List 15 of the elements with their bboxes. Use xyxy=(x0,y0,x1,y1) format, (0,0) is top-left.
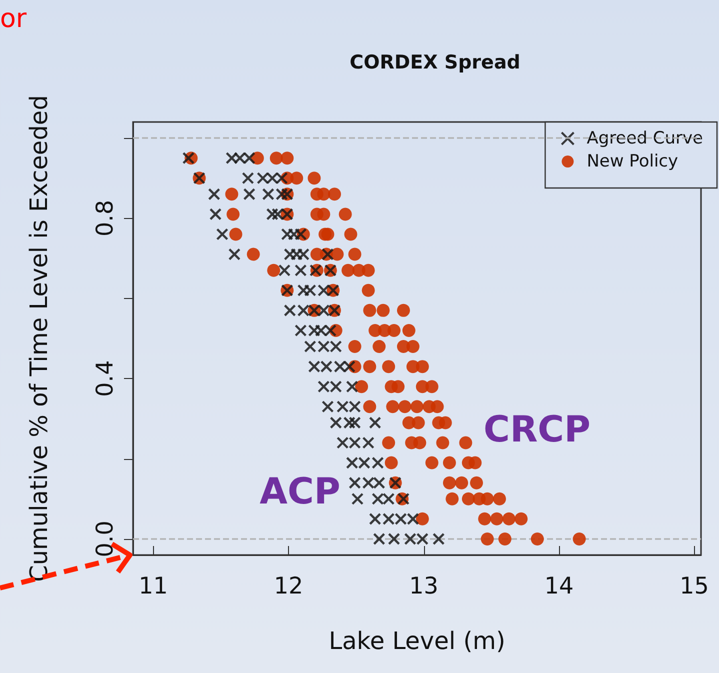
x-axis-title: Lake Level (m) xyxy=(328,627,506,655)
y-tick-label: 0.4 xyxy=(92,360,118,397)
legend-label: New Policy xyxy=(586,152,678,172)
x-tick-label: 13 xyxy=(409,574,438,600)
text: or xyxy=(0,4,27,34)
y-tick-label: 0.8 xyxy=(92,200,118,237)
y-tick-label: 0.0 xyxy=(92,520,118,558)
x-tick-label: 14 xyxy=(544,574,574,600)
y-axis-title: Cumulative % of Time Level is Exceeded xyxy=(25,95,53,582)
x-tick-label: 11 xyxy=(138,574,168,600)
annotation: CRCP xyxy=(484,410,590,450)
x-tick-label: 12 xyxy=(274,574,304,600)
annotation: ACP xyxy=(260,472,340,512)
x-tick-label: 15 xyxy=(680,574,709,600)
chart-title: CORDEX Spread xyxy=(350,52,520,74)
